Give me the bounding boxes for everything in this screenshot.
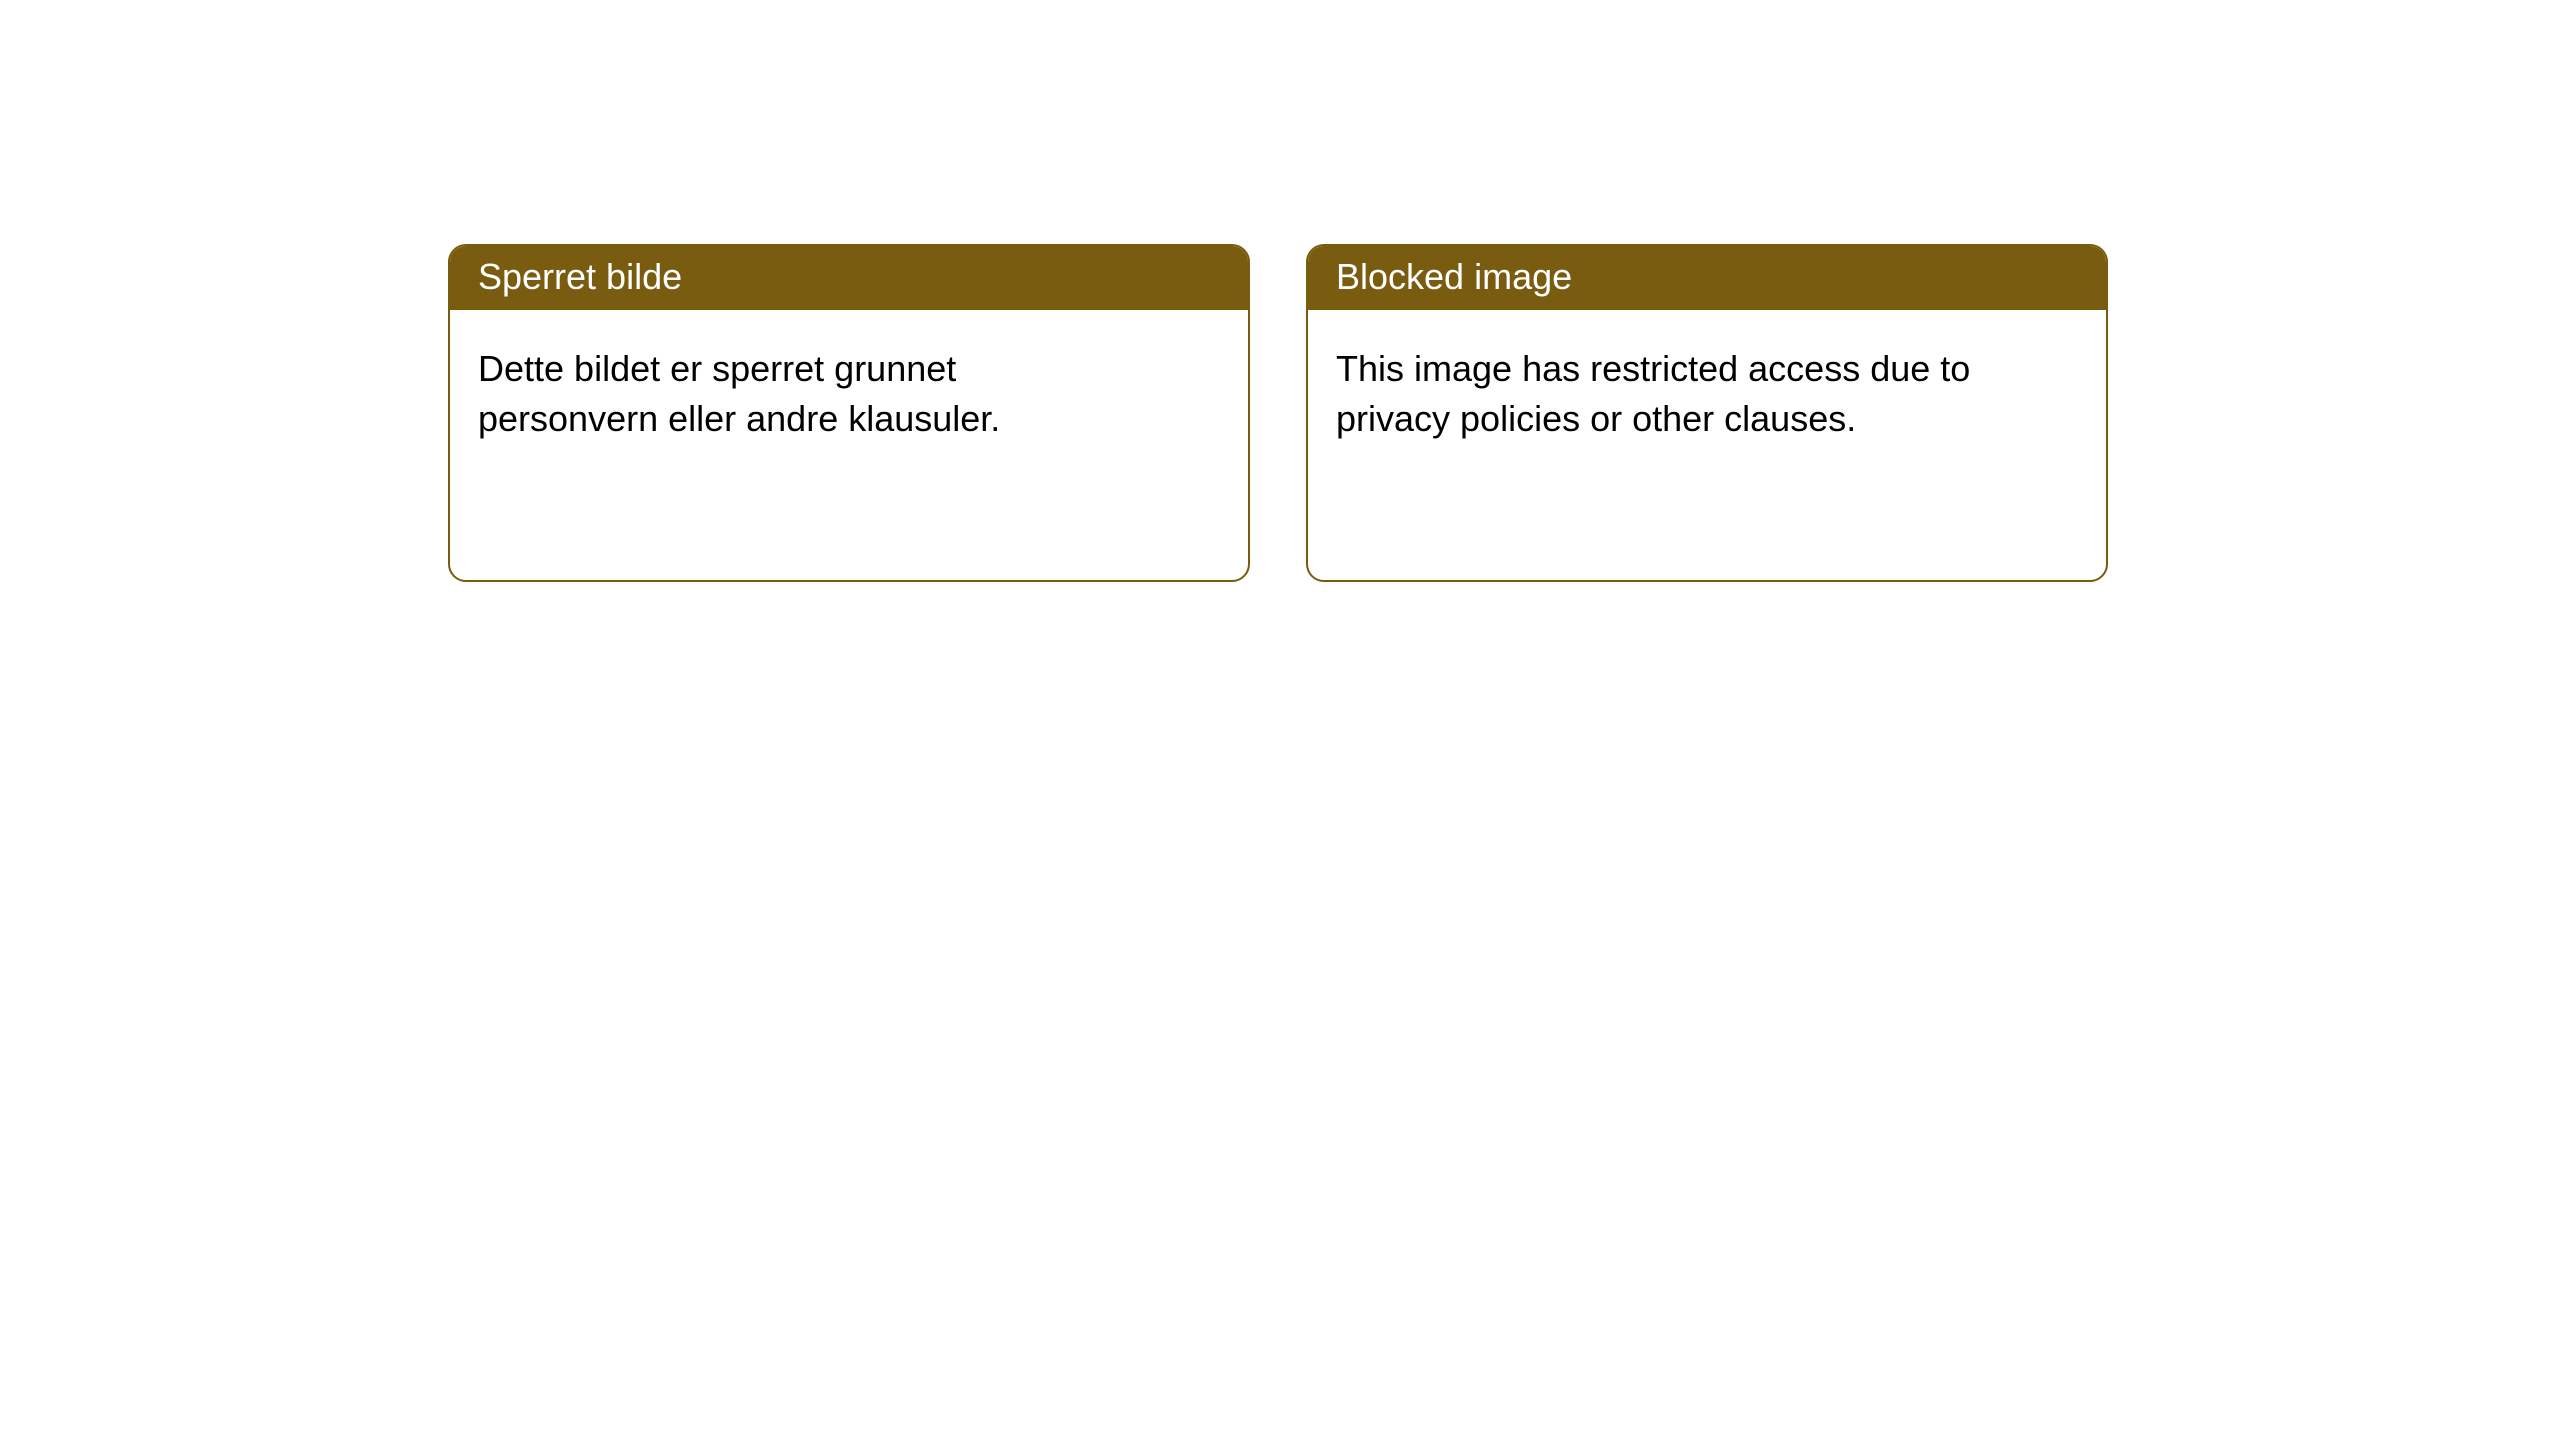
notice-container: Sperret bilde Dette bildet er sperret gr… — [448, 244, 2108, 582]
card-title: Blocked image — [1336, 256, 1572, 297]
card-header: Sperret bilde — [450, 246, 1248, 310]
card-body-text: This image has restricted access due to … — [1336, 348, 1970, 439]
blocked-image-card-en: Blocked image This image has restricted … — [1306, 244, 2108, 582]
card-title: Sperret bilde — [478, 256, 682, 297]
card-body: This image has restricted access due to … — [1308, 310, 2008, 479]
card-body-text: Dette bildet er sperret grunnet personve… — [478, 348, 1000, 439]
card-body: Dette bildet er sperret grunnet personve… — [450, 310, 1150, 479]
blocked-image-card-no: Sperret bilde Dette bildet er sperret gr… — [448, 244, 1250, 582]
card-header: Blocked image — [1308, 246, 2106, 310]
